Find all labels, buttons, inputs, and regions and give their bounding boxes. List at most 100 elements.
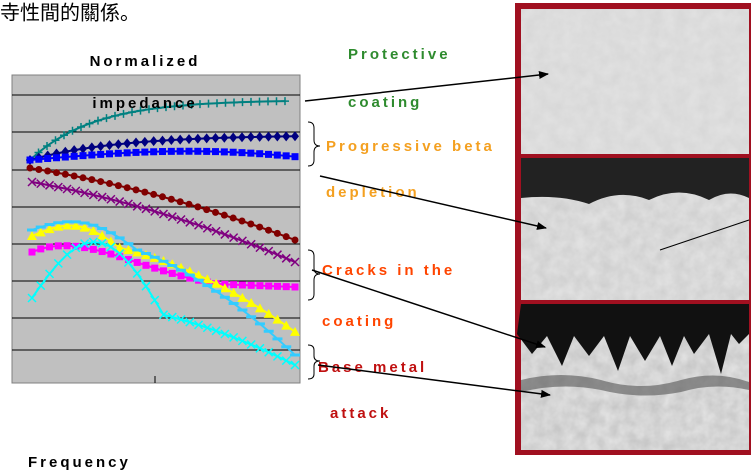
chart-title: Normalized (90, 53, 201, 70)
curve-part (106, 180, 113, 187)
curve-part (178, 272, 185, 279)
annotation: Protective (348, 46, 451, 63)
curve-part (256, 150, 263, 157)
curve-part (71, 153, 78, 160)
curve-part (71, 173, 78, 180)
header-text: 寺性間的關係。 (0, 1, 140, 24)
curve-part (274, 283, 281, 290)
curve-part (97, 178, 104, 185)
curve-part (256, 224, 263, 231)
curve-part (265, 283, 272, 290)
annotation: Progressive beta (326, 138, 495, 155)
curve-part (44, 168, 51, 175)
curve-part (90, 246, 97, 253)
curve-part (212, 209, 219, 216)
curve-part (35, 156, 42, 163)
curve-part (46, 243, 53, 250)
curve-part (97, 151, 104, 158)
curve-part (134, 259, 141, 266)
page: 寺性間的關係。 Normalized impedance Frequency P… (0, 0, 751, 472)
curve-part (292, 237, 299, 244)
curve-part (292, 284, 299, 291)
curve-part (247, 150, 254, 157)
curve-part (53, 154, 60, 161)
curve-part (212, 148, 219, 155)
x-axis-label: Frequency (28, 454, 131, 471)
curve-part (230, 149, 237, 156)
brace (308, 122, 320, 379)
curve-part (35, 166, 42, 173)
plot-area (12, 75, 300, 383)
curve-part (88, 176, 95, 183)
curve-part (194, 203, 201, 210)
curve-part (239, 149, 246, 156)
chart-title: impedance (92, 95, 197, 112)
curve-part (239, 282, 246, 289)
curve-part (64, 242, 71, 249)
annotation: coating (322, 313, 396, 330)
curve-part (124, 184, 131, 191)
curve-part (44, 155, 51, 162)
curve-part (27, 165, 34, 172)
curve-part (168, 196, 175, 203)
curve-part (221, 148, 228, 155)
curve-part (37, 245, 44, 252)
curve-part (150, 148, 157, 155)
curve-part (194, 148, 201, 155)
micrograph-panels (515, 3, 751, 455)
curve-part (186, 148, 193, 155)
curve-part (256, 282, 263, 289)
curve-part (27, 157, 34, 164)
curve-part (88, 151, 95, 158)
curve-part (142, 262, 149, 269)
curve-part (169, 270, 176, 277)
curve-part (177, 148, 184, 155)
annotation: Cracks in the (322, 262, 455, 279)
curve-part (99, 248, 106, 255)
curve-part (247, 221, 254, 228)
curve-part (62, 171, 69, 178)
curve-part (53, 169, 60, 176)
curve-part (80, 174, 87, 181)
curve-part (107, 251, 114, 258)
annotation: coating (348, 94, 422, 111)
curve-part (159, 148, 166, 155)
curve-part (283, 233, 290, 240)
curve-part (29, 249, 36, 256)
curve-part (55, 242, 62, 249)
curve-part (159, 193, 166, 200)
curve-part (133, 186, 140, 193)
curve-part (80, 152, 87, 159)
curve-part (141, 149, 148, 156)
annotation: depletion (326, 184, 420, 201)
curve-part (283, 283, 290, 290)
curve-part (230, 281, 237, 288)
curve-part (230, 215, 237, 222)
curve-part (124, 149, 131, 156)
curve-part (265, 151, 272, 158)
curve-part (106, 150, 113, 157)
curve-part (283, 152, 290, 159)
curve-part (62, 154, 69, 161)
curve-part (151, 265, 158, 272)
curve-part (292, 153, 299, 160)
curve-part (141, 189, 148, 196)
curve-part (248, 282, 255, 289)
annotation: attack (330, 405, 391, 422)
curve-part (203, 148, 210, 155)
curve-part (168, 148, 175, 155)
curve-part (115, 182, 122, 189)
arrow (305, 74, 550, 395)
curve-part (133, 149, 140, 156)
curve-part (203, 206, 210, 213)
curve-part (221, 212, 228, 219)
curve-part (186, 201, 193, 208)
curve-part (274, 230, 281, 237)
curve-part (115, 150, 122, 157)
curve-part (265, 227, 272, 234)
curve-part (160, 267, 167, 274)
curve-part (177, 198, 184, 205)
curve-part (274, 152, 281, 159)
curve-part (150, 191, 157, 198)
curve-part (239, 217, 246, 224)
